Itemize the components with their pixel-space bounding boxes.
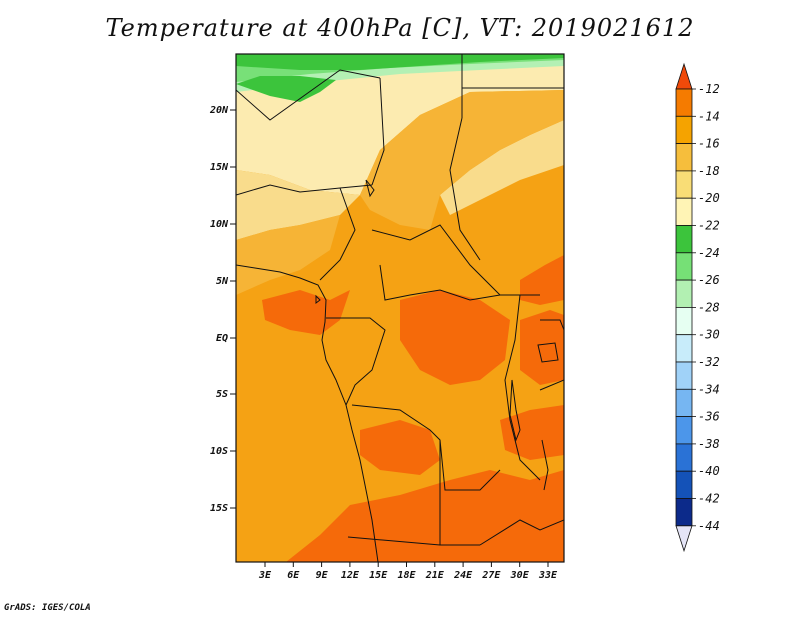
- grads-credit: GrADS: IGES/COLA: [4, 603, 91, 613]
- colorbar-segment: [675, 197, 693, 226]
- lon-label: 9E: [316, 570, 329, 581]
- border-libya-chad: [371, 77, 385, 186]
- border-car-south: [379, 264, 501, 301]
- colorbar-segment: [675, 279, 693, 308]
- colorbar-segment: [675, 498, 693, 527]
- colorbar-label: -28: [698, 300, 720, 314]
- lon-label: 24E: [453, 570, 473, 581]
- colorbar-label: -40: [698, 464, 720, 478]
- colorbar: -12 -14 -16 -18 -20 -22 -24 -26 -28 -30 -32 -34 -36 -…: [675, 62, 720, 553]
- lat-label: 15S: [210, 503, 228, 514]
- border-namibia: [347, 536, 441, 546]
- colorbar-segment: [675, 416, 693, 445]
- longitude-axis: 3E 6E 9E 12E 15E 18E 21E 24E 27E 30E 33E: [258, 562, 558, 581]
- colorbar-label: -34: [698, 382, 720, 396]
- colorbar-segment: [675, 143, 693, 172]
- lon-label: 15E: [369, 570, 388, 581]
- colorbar-label: -22: [698, 219, 720, 233]
- colorbar-label: -30: [698, 328, 720, 342]
- border-niger-algeria: [236, 69, 381, 121]
- field-hot-lakes: [520, 310, 564, 385]
- coastline: [236, 264, 379, 562]
- colorbar-label: -20: [698, 191, 720, 205]
- lat-label: EQ: [216, 333, 228, 344]
- field-cool-east: [440, 120, 564, 215]
- lat-label: 10S: [210, 446, 228, 457]
- colorbar-segment: [675, 306, 693, 336]
- field-hot-angola: [360, 420, 440, 475]
- lat-label: 20N: [209, 105, 229, 116]
- lake-chad: [365, 179, 375, 198]
- latitude-axis: 20N 15N 10N 5N EQ 5S 10S 15S: [209, 105, 236, 514]
- colorbar-segment: [675, 388, 693, 417]
- lake-victoria: [537, 342, 559, 363]
- lon-label: 6E: [287, 570, 300, 581]
- field-hot-east-north: [520, 255, 564, 305]
- colorbar-bottom-arrow: [675, 525, 693, 553]
- border-zambia-south: [479, 519, 564, 546]
- lon-label: 30E: [510, 570, 530, 581]
- colorbar-label: -26: [698, 273, 720, 287]
- colorbar-segment: [675, 252, 693, 281]
- lon-label: 12E: [341, 570, 360, 581]
- colorbar-segment: [675, 115, 693, 145]
- field-hot-central: [400, 290, 510, 385]
- lat-label: 5S: [216, 389, 228, 400]
- colorbar-segment: [675, 361, 693, 390]
- border-congo: [326, 317, 386, 406]
- colorbar-label: -16: [698, 137, 720, 151]
- lon-label: 21E: [425, 570, 445, 581]
- lat-label: 5N: [216, 276, 229, 287]
- colorbar-label: -32: [698, 355, 720, 369]
- border-tanzania: [539, 379, 564, 391]
- map-title: Temperature at 400hPa [C], VT: 201902161…: [105, 14, 695, 42]
- border-nigeria-cameroon: [319, 187, 356, 281]
- colorbar-segment: [675, 443, 693, 472]
- lat-label: 10N: [210, 219, 229, 230]
- colorbar-segment: [675, 225, 693, 254]
- colorbar-label: -38: [698, 437, 720, 451]
- field-hot-south: [286, 470, 564, 562]
- lon-label: 27E: [481, 570, 501, 581]
- colorbar-label: -42: [698, 492, 720, 506]
- colorbar-segment: [675, 334, 693, 363]
- field-hot-mozambique: [500, 405, 564, 460]
- map-frame: [235, 53, 565, 563]
- lon-label: 18E: [397, 570, 416, 581]
- lake-malawi: [541, 439, 549, 491]
- field-mild-middle: [360, 90, 564, 230]
- colorbar-segment: [675, 170, 693, 199]
- field-green-dark: [236, 54, 564, 102]
- bioko-island: [315, 294, 321, 304]
- border-car: [371, 224, 540, 296]
- colorbar-label: -14: [698, 109, 720, 123]
- border-niger-nigeria: [236, 184, 373, 196]
- colorbar-label: -18: [698, 164, 720, 178]
- colorbar-label: -44: [698, 519, 720, 533]
- colorbar-label: -24: [698, 246, 720, 260]
- border-drc-east: [504, 294, 541, 481]
- field-mild-sahel: [236, 215, 340, 295]
- field-cool-band: [236, 170, 360, 240]
- colorbar-label: -12: [698, 82, 720, 96]
- colorbar-segment: [675, 88, 693, 117]
- lake-tanganyika: [509, 379, 521, 442]
- colorbar-segment: [675, 470, 693, 499]
- lat-label: 15N: [210, 162, 229, 173]
- lon-label: 33E: [538, 570, 558, 581]
- political-borders: [236, 54, 564, 562]
- border-uganda-kenya: [540, 319, 564, 331]
- colorbar-label: -36: [698, 410, 720, 424]
- border-chad-sudan: [449, 117, 481, 261]
- colorbar-top-arrow: [675, 62, 693, 90]
- lon-label: 3E: [258, 570, 272, 581]
- temperature-field: [236, 54, 564, 562]
- field-hot-west: [262, 290, 350, 335]
